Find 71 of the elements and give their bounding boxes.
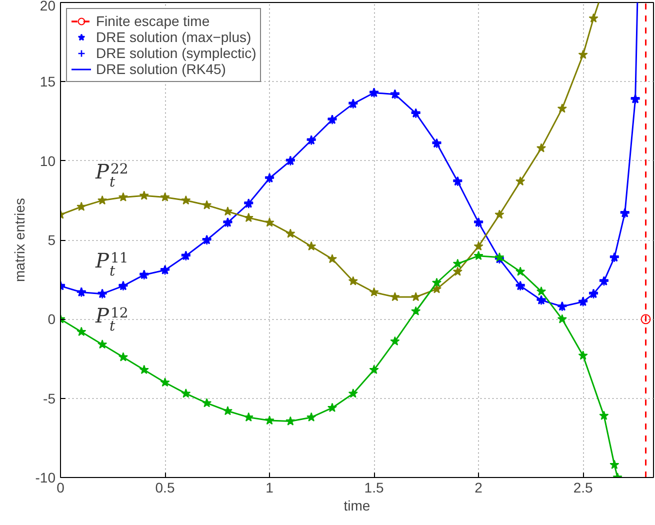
point: [76, 326, 86, 336]
point: [516, 266, 526, 276]
legend-label: DRE solution (max−plus): [96, 29, 252, 45]
point: [578, 50, 588, 59]
point: [369, 287, 379, 296]
point: [139, 190, 149, 200]
point: [244, 412, 254, 422]
y-axis-title: matrix entries: [11, 198, 28, 282]
legend-label: DRE solution (RK45): [96, 61, 226, 77]
x-tick-label: 2.5: [573, 480, 594, 496]
y-tick-label: 20: [40, 0, 56, 14]
point: [181, 195, 191, 205]
x-tick-label: 0.5: [155, 480, 175, 496]
point: [118, 352, 128, 362]
point: [286, 416, 296, 426]
point: [474, 241, 484, 250]
point: [118, 192, 128, 202]
y-tick-label: 10: [40, 152, 56, 169]
point: [536, 143, 546, 152]
point: [222, 406, 232, 416]
point: [286, 228, 296, 238]
point: [610, 460, 620, 469]
y-tick-label: -10: [35, 470, 56, 486]
point: [432, 284, 442, 294]
point: [76, 202, 86, 211]
y-tick-label: 15: [40, 74, 56, 90]
point: [411, 306, 421, 316]
point: [98, 195, 108, 205]
point: [264, 416, 274, 425]
point: [432, 278, 442, 287]
point: [160, 378, 170, 387]
point: [516, 176, 526, 186]
point: [222, 206, 232, 216]
legend-label: Finite escape time: [96, 13, 210, 29]
point: [474, 250, 484, 260]
point: [578, 350, 588, 360]
point: [557, 314, 567, 324]
point: [202, 398, 212, 408]
point: [452, 258, 462, 268]
point: [306, 412, 316, 422]
point: [390, 336, 400, 346]
point: [306, 241, 316, 250]
point: [244, 212, 254, 222]
point: [411, 292, 421, 302]
point: [327, 254, 338, 264]
x-axis-title: time: [344, 498, 370, 514]
point: [348, 388, 358, 398]
point: [640, 314, 651, 324]
y-tick-label: 0: [48, 311, 56, 328]
point: [202, 200, 212, 210]
point: [599, 410, 609, 420]
point: [160, 192, 170, 202]
y-tick-label: -5: [43, 390, 56, 406]
point: [557, 104, 567, 113]
legend-label: DRE solution (symplectic): [96, 45, 256, 61]
point: [369, 364, 379, 374]
point: [536, 286, 546, 296]
point: [264, 218, 274, 227]
x-tick-label: 1.5: [364, 480, 384, 496]
point: [139, 364, 149, 374]
x-tick-label: 1: [266, 480, 274, 496]
x-tick-label: 2: [474, 480, 483, 496]
point: [98, 340, 108, 349]
point: [327, 402, 338, 412]
point: [452, 266, 462, 276]
point: [181, 388, 191, 398]
point: [390, 292, 400, 302]
point: [494, 210, 504, 219]
point: [588, 13, 598, 22]
y-tick-label: 5: [48, 232, 56, 248]
point: [348, 276, 358, 286]
